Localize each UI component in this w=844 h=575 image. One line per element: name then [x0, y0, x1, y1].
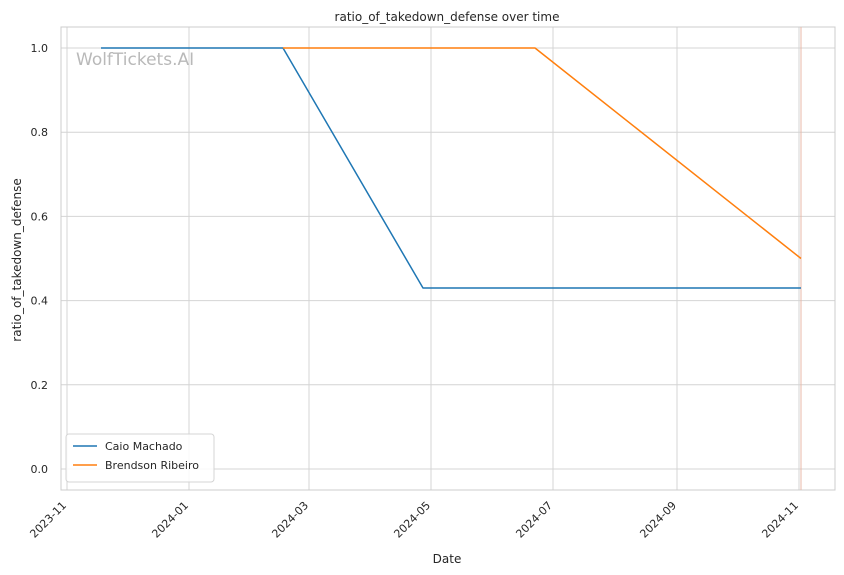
series-line-brendson-ribeiro: [283, 47, 802, 260]
y-axis-title: ratio_of_takedown_defense: [10, 178, 24, 341]
y-tick-label: 0.0: [31, 463, 49, 476]
y-tick-label: 0.2: [31, 379, 49, 392]
y-tick-label: 0.6: [31, 210, 49, 223]
legend-box: [65, 433, 215, 483]
legend: Caio Machado Brendson Ribeiro: [65, 433, 215, 483]
legend-label: Caio Machado: [105, 440, 183, 453]
series-lines: [101, 47, 802, 289]
chart-title: ratio_of_takedown_defense over time: [335, 10, 560, 24]
series-line-caio-machado: [101, 47, 801, 289]
y-tick-label: 0.4: [31, 295, 49, 308]
legend-label: Brendson Ribeiro: [105, 459, 199, 472]
watermark-text: WolfTickets.AI: [76, 50, 194, 70]
y-tick-label: 0.8: [31, 126, 49, 139]
y-tick-label: 1.0: [31, 42, 49, 55]
y-tick-labels: 0.0 0.2 0.4 0.6 0.8 1.0: [31, 42, 49, 476]
plot-frame: [60, 26, 836, 491]
x-axis-title: Date: [433, 552, 462, 566]
